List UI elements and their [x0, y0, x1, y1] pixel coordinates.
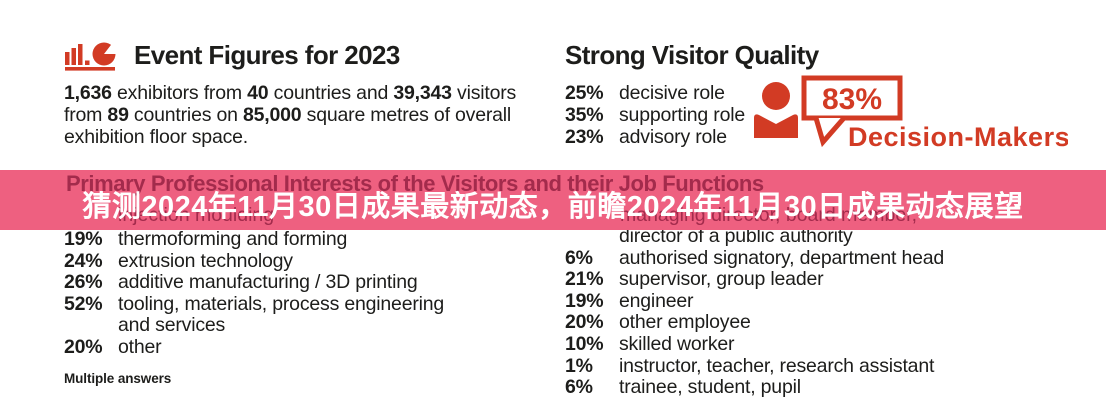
stat-row: 6% authorised signatory, department head: [565, 246, 1095, 270]
stat-label: additive manufacturing / 3D printing: [118, 271, 418, 294]
stat-row: 19% engineer: [565, 289, 1095, 313]
stat-label: director of a public authority: [619, 225, 853, 247]
stat-label: trainee, student, pupil: [619, 376, 801, 399]
interests-rows: 19% thermoforming and forming 24% extrusion…: [64, 228, 544, 359]
stat-row: 25% decisive role: [565, 82, 815, 105]
event-figures-header: Event Figures for 2023: [64, 40, 544, 71]
stat-label: supporting role: [619, 103, 745, 126]
stat-percent: 24%: [64, 249, 103, 272]
stat-percent: 6%: [565, 246, 593, 269]
stat-row: director of a public authority: [565, 225, 1095, 248]
event-figures-section: Event Figures for 2023 1,636 exhibitors …: [64, 40, 544, 148]
stat-row: 10% skilled worker: [565, 332, 1095, 356]
decision-makers-value: 83%: [822, 83, 882, 116]
stat-percent: 1%: [565, 354, 593, 377]
stat-row: 1% instructor, teacher, research assistan…: [565, 354, 1095, 378]
stat-percent: 19%: [565, 289, 604, 312]
stat-label: authorised signatory, department head: [619, 246, 945, 269]
interests-footnote: Multiple answers: [64, 370, 172, 386]
stat-label: other: [118, 335, 162, 358]
stat-label: supervisor, group leader: [619, 268, 824, 291]
stat-label: instructor, teacher, research assistant: [619, 354, 935, 377]
event-figures-title: Event Figures for 2023: [134, 40, 400, 70]
banner-headline-text: 猜测2024年11月30日成果最新动态，前瞻2024年11月30日成果动态展望: [82, 191, 1024, 223]
speech-bubble-icon: [801, 75, 903, 148]
hidden-interests-row-fragment: injection moulding: [118, 204, 275, 226]
job-functions-list: director of a public authority 6% authoris…: [565, 225, 1095, 399]
hidden-jobs-row-fragment: managing director, board member,: [620, 204, 917, 226]
bar-chart-pie-logo-icon: [65, 40, 118, 71]
stat-percent: 19%: [64, 228, 103, 250]
stat-percent: 10%: [565, 332, 604, 355]
stat-label: advisory role: [619, 125, 727, 148]
stat-row: 24% extrusion technology: [64, 249, 544, 273]
stat-percent: 25%: [565, 82, 604, 104]
stat-percent: 52%: [64, 292, 103, 315]
paragraph-line: exhibition floor space.: [64, 126, 249, 148]
stat-row: 20% other employee: [565, 312, 1095, 334]
stat-row: 23% advisory role: [565, 125, 815, 149]
stat-label: engineer: [619, 289, 694, 312]
decision-makers-badge: 83% Decision-Makers: [754, 75, 1068, 152]
stat-row: 21% supervisor, group leader: [565, 269, 1095, 291]
visitor-quality-section: Strong Visitor Quality 25% decisive role 3…: [565, 40, 819, 149]
stat-percent: 35%: [565, 103, 604, 126]
stat-row: 26% additive manufacturing / 3D printing: [64, 272, 544, 294]
stat-percent: 26%: [64, 271, 103, 294]
stat-label: other employee: [619, 311, 751, 334]
stat-label: decisive role: [619, 82, 725, 104]
paragraph-line: 1,636 exhibitors from 40 countries and 3…: [64, 82, 517, 104]
stat-label: extrusion technology: [118, 249, 293, 272]
job-functions-rows: director of a public authority 6% authoris…: [565, 225, 1095, 399]
stat-percent: 21%: [565, 268, 604, 291]
decision-makers-label: Decision-Makers: [848, 122, 1068, 152]
stat-percent: 6%: [565, 376, 593, 399]
stat-row: 6% trainee, student, pupil: [565, 377, 1095, 399]
stat-row: 52% tooling, materials, process engineeri…: [64, 292, 544, 337]
stat-row: 19% thermoforming and forming: [64, 228, 544, 251]
person-icon: [754, 82, 798, 138]
paragraph-line: from 89 countries on 85,000 square metre…: [64, 104, 512, 126]
stat-row: 35% supporting role: [565, 103, 815, 127]
visitor-quality-title: Strong Visitor Quality: [565, 40, 819, 70]
interests-list: 19% thermoforming and forming 24% extrusion…: [64, 228, 544, 386]
stat-label: tooling, materials, process engineering a…: [118, 292, 445, 337]
overlay-banner: Primary Professional Interests of the Vi…: [0, 170, 1106, 230]
visitor-quality-stats: 25% decisive role 35% supporting role 23% adv…: [565, 82, 815, 149]
stat-percent: 23%: [565, 125, 604, 148]
stat-percent: 20%: [64, 335, 103, 358]
stat-label: skilled worker: [619, 332, 735, 355]
stat-percent: 20%: [565, 311, 604, 334]
event-figures-paragraph: 1,636 exhibitors from 40 countries and 3…: [64, 82, 544, 148]
stat-row: 20% other: [64, 335, 544, 359]
section-heading-partially-hidden: Primary Professional Interests of the Vi…: [66, 171, 764, 196]
stat-label: thermoforming and forming: [118, 228, 348, 250]
